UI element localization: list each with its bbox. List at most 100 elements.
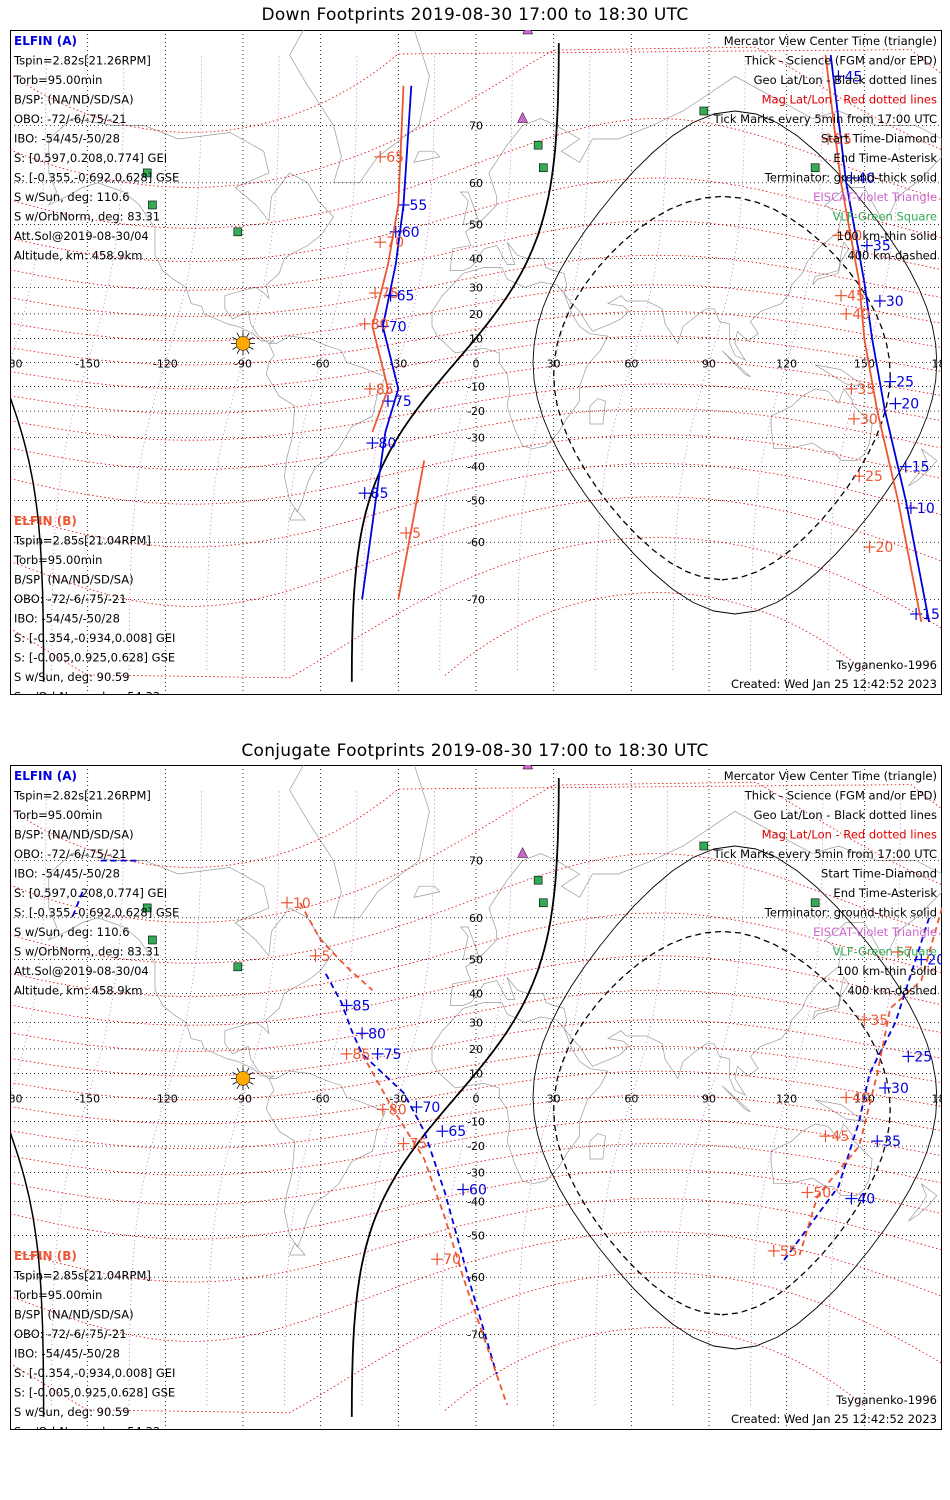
vlf-station-square <box>233 227 243 237</box>
geo-grid <box>10 30 942 695</box>
legend-entry: 400 km-dashed <box>847 249 937 263</box>
mag-lon-curve <box>594 789 668 1406</box>
terminator-curve <box>350 778 560 1417</box>
vlf-station-square <box>810 898 820 908</box>
footprint-track <box>397 460 426 600</box>
mag-lat-curve <box>10 46 942 188</box>
conjugate-footprints-map: -180-150-120-90-60-300306090120150180-70… <box>10 765 942 1430</box>
y-tick-label: 20 <box>469 1043 483 1056</box>
tick-label: 15 <box>922 607 940 623</box>
landmass-outline <box>589 398 606 425</box>
x-tick-label: -30 <box>389 1093 407 1106</box>
vlf-station-square <box>810 163 820 173</box>
tick-label: 50 <box>844 228 862 244</box>
vlf-station-square <box>233 962 243 972</box>
tick-label: 85 <box>371 486 389 502</box>
info-line: B/SP: (NA/ND/SD/SA) <box>14 93 134 107</box>
landmass-outline <box>289 30 430 184</box>
info-line: IBO: -54/45/-50/28 <box>14 867 120 881</box>
legend-entry: End Time-Asterisk <box>833 151 937 165</box>
landmass-outline <box>449 75 942 361</box>
mag-lat-curve <box>10 463 942 548</box>
y-tick-label: -50 <box>467 494 485 507</box>
legend-entry: Mercator View Center Time (triangle) <box>724 34 937 48</box>
landmass-outline <box>47 118 335 344</box>
x-tick-label: -60 <box>312 358 330 371</box>
x-tick-label: 60 <box>624 1093 638 1106</box>
info-line: OBO: -72/-6/-75/-21 <box>14 592 127 606</box>
y-tick-label: -60 <box>467 1271 485 1284</box>
mag-lat-curve <box>10 1118 942 1176</box>
tick-label: 75 <box>381 286 399 302</box>
legend-entry: Thick - Science (FGM and/or EPD) <box>744 789 937 803</box>
y-tick-label: 70 <box>469 120 483 133</box>
legend-entry: EISCAT-Violet Triangle <box>813 925 937 939</box>
x-tick-label: 60 <box>624 358 638 371</box>
info-line: IBO: -54/45/-50/28 <box>14 1347 120 1361</box>
mag-lat-curve <box>10 989 942 1052</box>
mag-lon-curve <box>10 789 47 1099</box>
eiscat-triangle <box>517 111 529 123</box>
legend-entry: 100 km-thin solid <box>837 964 937 978</box>
landmass-outline <box>814 364 865 387</box>
legend-entry: Terminator: ground-thick solid <box>764 171 937 185</box>
x-tick-label: 90 <box>702 358 716 371</box>
info-line: ELFIN (A) <box>14 34 77 48</box>
info-line: S w/Sun, deg: 90.59 <box>14 1405 130 1419</box>
legend-entry: Mag Lat/Lon - Red dotted lines <box>762 93 937 107</box>
tick-label: 55 <box>780 1244 798 1260</box>
elfin-b-footprint: 10 5 85 80 75 70 7 35 40 45 50 55 <box>281 896 942 1406</box>
footprint-track <box>371 85 405 433</box>
mag-lat-curve <box>10 1143 942 1206</box>
mag-lat-curve <box>10 254 942 317</box>
info-line: S: [0.597,0.208,0.774] GEI <box>14 886 167 900</box>
mag-lat-curve <box>10 434 942 505</box>
tick-label: 45 <box>832 1129 850 1145</box>
sun-ray <box>232 346 238 350</box>
down-footprints-title: Down Footprints 2019-08-30 17:00 to 18:3… <box>261 5 689 25</box>
landmass-outline <box>431 1002 609 1185</box>
terminator-curve <box>350 43 560 682</box>
tick-label: 25 <box>896 375 914 391</box>
x-tick-label: 0 <box>473 1093 480 1106</box>
y-tick-label: 10 <box>469 333 483 346</box>
y-tick-label: -10 <box>467 1115 485 1128</box>
footprint-track <box>361 85 413 600</box>
info-line: Tspin=2.82s[21.26RPM] <box>13 54 151 68</box>
tick-label: 60 <box>469 1183 487 1199</box>
x-tick-label: 30 <box>547 358 561 371</box>
legend-entry: Start Time-Diamond <box>821 867 937 881</box>
sun-icon <box>231 331 255 356</box>
mag-lon-curve <box>361 789 435 1406</box>
mag-lat-curve <box>10 408 942 471</box>
tick-label: 25 <box>865 469 883 485</box>
y-tick-label: -30 <box>467 431 485 444</box>
info-line: S w/Sun, deg: 90.59 <box>14 670 130 684</box>
info-line: S: [-0.005,0.925,0.628] GSE <box>14 1386 175 1400</box>
mag-lat-curve <box>10 220 942 291</box>
x-tick-label: -150 <box>75 1093 100 1106</box>
sun-ray <box>232 337 238 341</box>
info-line: Torb=95.00min <box>13 73 102 87</box>
mag-lon-curve <box>284 54 358 671</box>
footprint-track <box>299 902 374 991</box>
sun-ray <box>248 346 254 350</box>
footprint-track <box>71 891 84 919</box>
info-line: Att.Sol@2019-08-30/04 <box>14 964 149 978</box>
y-tick-labels: -70 -60 -50 -40 -30 -20 -10 10 20 30 40 50 60 70 <box>467 120 485 607</box>
vlf-station-square <box>533 140 543 150</box>
footprint-track <box>824 54 923 623</box>
x-tick-label: 90 <box>702 1093 716 1106</box>
y-tick-label: -70 <box>467 593 485 606</box>
vlf-station-square <box>539 898 548 908</box>
y-tick-label: 50 <box>469 219 483 232</box>
legend-entry: Geo Lat/Lon - Black dotted lines <box>754 808 937 822</box>
sun-ray <box>246 1067 250 1073</box>
tick-label: 70 <box>443 1252 461 1268</box>
y-tick-label: 20 <box>469 308 483 321</box>
mag-lon-curve <box>206 54 280 671</box>
tick-label: 45 <box>847 289 865 305</box>
landmass-outline <box>814 1099 865 1122</box>
tick-label: 40 <box>857 1192 875 1208</box>
tick-label: 55 <box>410 198 428 214</box>
